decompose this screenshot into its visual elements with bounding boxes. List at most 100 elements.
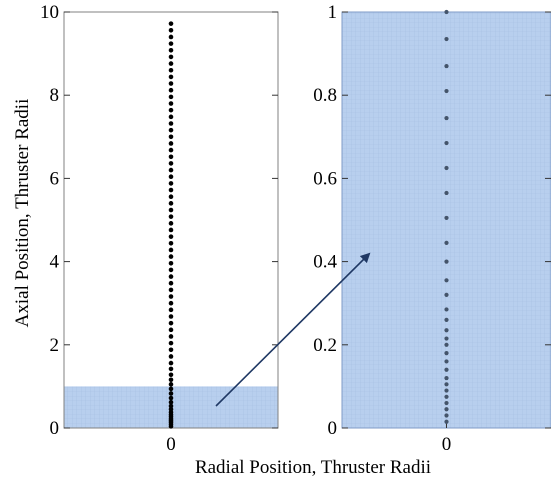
data-point: [168, 314, 174, 319]
data-point: [168, 294, 174, 299]
data-point: [168, 260, 174, 266]
data-point: [444, 140, 449, 146]
data-point: [168, 300, 174, 306]
data-point: [168, 287, 174, 293]
data-point: [168, 372, 174, 378]
right-data-points: [444, 9, 449, 424]
data-point: [168, 87, 174, 93]
data-point: [168, 174, 174, 180]
y-tick-label: 1: [328, 2, 338, 23]
data-point: [444, 407, 449, 412]
data-point: [168, 167, 174, 173]
data-point: [168, 101, 174, 106]
data-point: [168, 274, 174, 279]
data-point: [168, 154, 174, 160]
data-point: [168, 227, 174, 233]
data-point: [444, 382, 449, 387]
data-point: [444, 317, 449, 322]
data-point: [168, 34, 174, 40]
data-point: [444, 359, 449, 364]
left-plot-frame: [63, 11, 279, 429]
data-point: [444, 63, 449, 69]
data-point: [168, 280, 174, 286]
right-y-axis: 0 0.2 0.4 0.6 0.8 1: [313, 2, 551, 439]
data-point: [444, 342, 449, 347]
data-point: [444, 190, 449, 196]
y-tick-label: 2: [50, 335, 60, 356]
y-tick-label: 10: [40, 2, 59, 23]
left-panel: 0 2 4 6 8 10 0 Axial Position, Thruster Radii: [12, 2, 279, 455]
data-point: [168, 391, 174, 396]
data-point: [168, 377, 174, 383]
data-point: [168, 107, 174, 113]
data-point: [168, 147, 174, 153]
y-tick-label: 8: [50, 85, 60, 106]
data-point: [168, 141, 174, 146]
data-point: [444, 88, 449, 94]
data-point: [168, 127, 174, 133]
data-point: [168, 67, 174, 73]
data-point: [168, 340, 174, 346]
data-point: [168, 201, 174, 206]
data-point: [444, 388, 449, 393]
data-point: [168, 382, 174, 387]
data-point: [444, 413, 449, 418]
y-tick-label: 0: [328, 418, 338, 439]
data-point: [168, 221, 174, 226]
data-point: [444, 36, 449, 42]
data-point: [168, 41, 174, 46]
data-point: [168, 47, 174, 53]
data-point: [168, 240, 174, 246]
data-point: [168, 360, 174, 366]
x-tick-label: 0: [442, 434, 452, 455]
data-point: [168, 354, 174, 359]
data-point: [168, 161, 174, 166]
data-point: [168, 94, 174, 100]
data-point: [168, 320, 174, 326]
data-point: [168, 21, 174, 26]
zoom-arrow: [215, 252, 371, 407]
data-point: [444, 307, 449, 312]
data-point: [444, 375, 449, 381]
data-point: [168, 327, 174, 333]
data-point: [444, 292, 449, 297]
data-point: [168, 334, 174, 339]
data-point: [444, 419, 449, 424]
data-point: [168, 366, 174, 372]
data-point: [168, 114, 174, 120]
data-point: [168, 403, 174, 409]
y-tick-label: 0.6: [313, 168, 337, 189]
data-point: [168, 61, 174, 66]
data-point: [168, 254, 174, 259]
data-point: [168, 399, 174, 405]
data-point: [168, 134, 174, 140]
data-point: [168, 28, 174, 33]
data-point: [444, 336, 449, 341]
x-tick-label: 0: [166, 434, 176, 455]
data-point: [168, 347, 174, 353]
left-y-axis-title: Axial Position, Thruster Radii: [12, 99, 33, 328]
data-point: [168, 234, 174, 239]
data-point: [168, 406, 174, 412]
data-point: [168, 187, 174, 193]
data-point: [444, 9, 449, 15]
data-point: [168, 395, 174, 401]
data-point: [444, 165, 449, 171]
data-point: [168, 207, 174, 213]
data-point: [168, 214, 174, 219]
data-point: [444, 259, 449, 264]
data-point: [444, 278, 449, 283]
data-point: [444, 215, 449, 221]
left-data-points: [168, 21, 174, 429]
y-tick-label: 6: [50, 168, 60, 189]
y-tick-label: 0: [50, 418, 60, 439]
data-point: [444, 351, 449, 356]
data-point: [168, 307, 174, 313]
data-point: [168, 247, 174, 253]
data-point: [168, 181, 174, 186]
y-tick-label: 0.4: [313, 252, 337, 273]
data-point: [168, 81, 174, 86]
y-tick-label: 4: [50, 252, 60, 273]
data-point: [444, 400, 449, 406]
